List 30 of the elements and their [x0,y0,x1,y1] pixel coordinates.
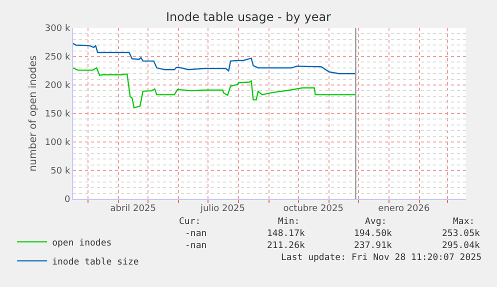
text: 211.26k [267,241,306,251]
text: Last update: Fri Nov 28 11:20:07 2025 [281,253,482,263]
y-tick-label: 300 k [44,24,71,34]
x-tick-label: julio 2025 [199,204,245,214]
legend-label: inode table size [52,257,139,268]
text: -nan [185,229,207,239]
y-tick-label: 50 k [50,166,71,177]
y-tick-label: 250 k [44,52,71,63]
y-tick-label: 200 k [44,81,71,92]
text: 237.91k [354,241,393,251]
text: 148.17k [267,229,306,239]
text: -nan [185,241,207,251]
x-tick-label: enero 2026 [378,204,430,214]
y-tick-label: 100 k [44,138,71,148]
line-series [73,67,356,108]
text: 194.50k [354,229,393,239]
line-series [73,42,356,74]
text: 295.04k [442,241,481,251]
text: Max: [453,217,475,227]
text: Min: [278,217,300,227]
y-tick-label: 150 k [44,110,71,120]
x-tick-label: abril 2025 [110,204,156,214]
legend-label: open inodes [52,238,112,248]
text: 253.05k [442,229,481,239]
text: Avg: [365,217,387,227]
y-tick-label: 0 [64,195,70,206]
y-axis-title: number of open inodes [28,55,39,172]
chart-title: Inode table usage - by year [166,10,332,24]
x-tick-label: octubre 2025 [283,204,344,214]
text: Cur: [179,217,201,227]
